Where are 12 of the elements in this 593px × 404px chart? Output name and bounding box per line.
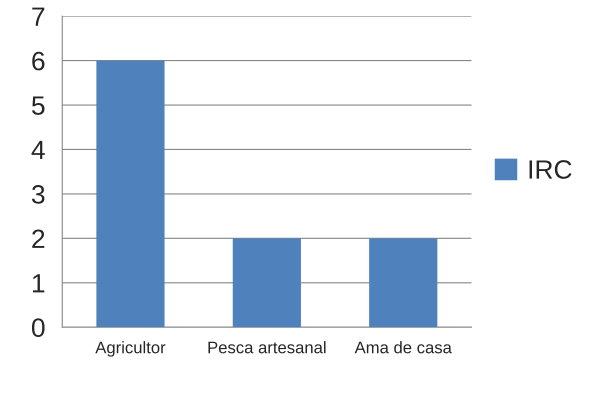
y-tick-label: 5	[32, 96, 44, 115]
legend-label: IRC	[530, 160, 572, 179]
y-tick-label: 2	[32, 229, 44, 248]
x-tick-label: Pesca artesanal	[208, 341, 326, 354]
x-tick-label: Agricultor	[95, 341, 166, 357]
y-tick-label: 0	[32, 318, 45, 338]
y-tick-label: 6	[32, 52, 44, 70]
y-tick-label: 7	[32, 8, 44, 26]
y-tick-label: 1	[32, 274, 44, 292]
y-tick-label: 4	[32, 140, 45, 160]
x-tick-label: Ama de casa	[354, 341, 452, 354]
y-tick-label: 3	[32, 185, 44, 204]
